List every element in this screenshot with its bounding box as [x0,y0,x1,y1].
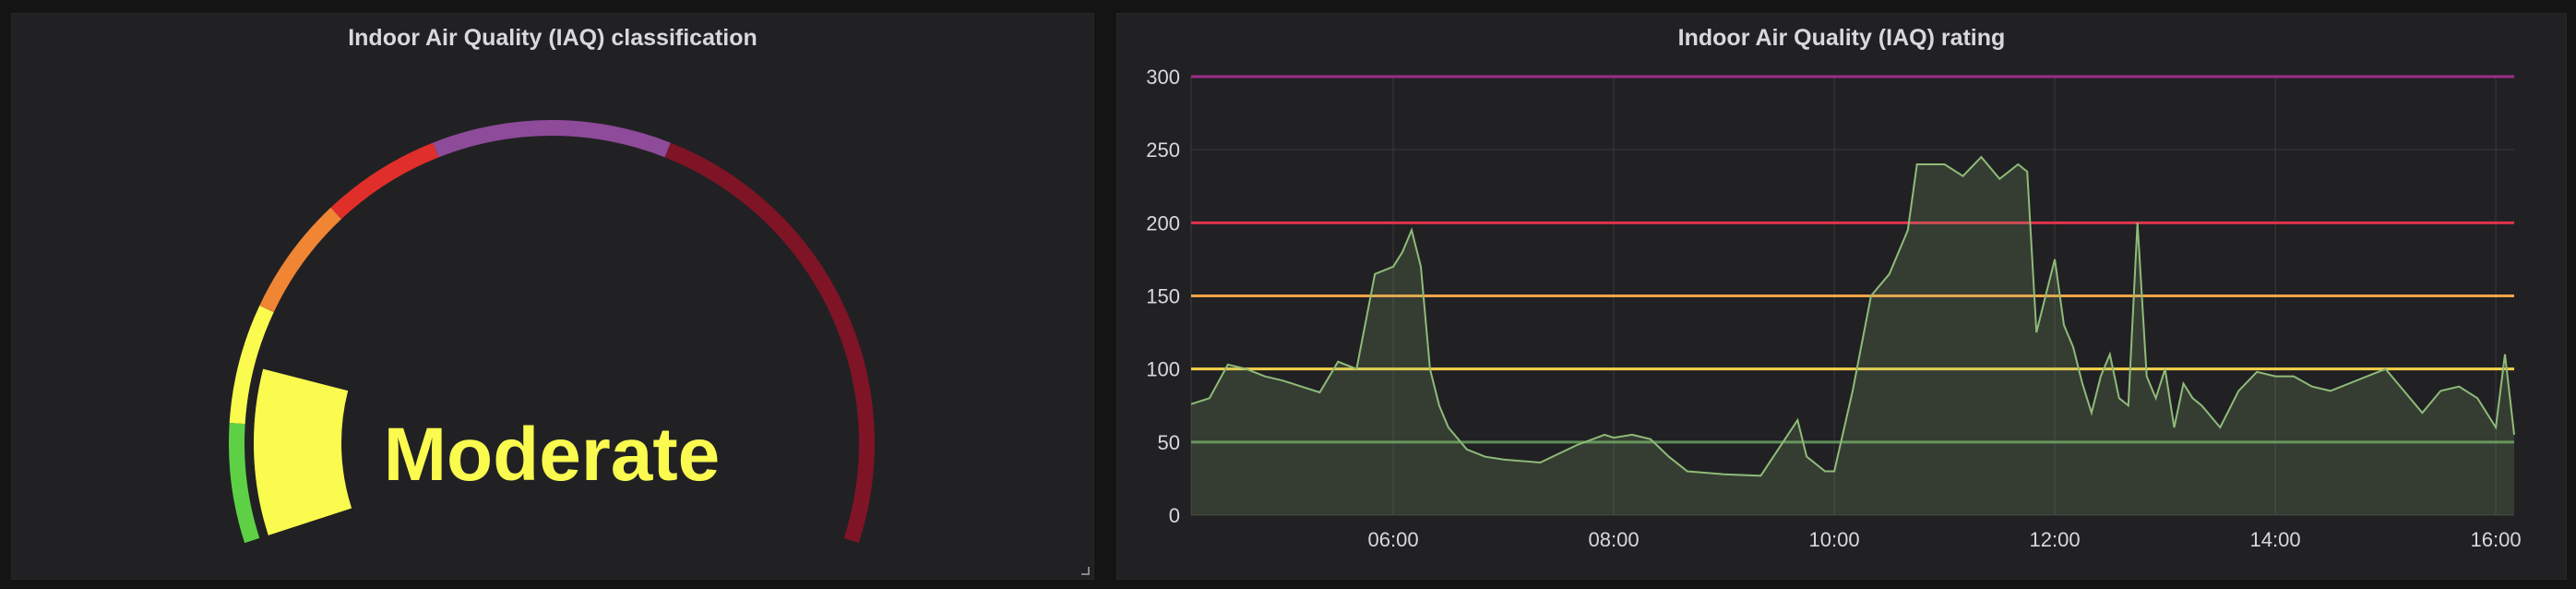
gauge-band-0 [228,423,260,544]
x-axis-ticks: 06:00 08:00 10:00 12:00 14:00 16:00 [1368,528,2522,551]
iaq-gauge: Moderate [228,120,875,544]
gauge-value-text: Moderate [384,413,721,497]
y-tick-label: 200 [1146,211,1180,234]
gauge-band-1 [229,305,274,425]
gauge-band-2 [259,207,342,313]
gauge-panel-title[interactable]: Indoor Air Quality (IAQ) classification [348,25,757,51]
x-tick-label: 08:00 [1589,528,1640,551]
y-tick-label: 50 [1158,431,1180,454]
gauge-threshold-bands [228,120,875,544]
rating-panel-title[interactable]: Indoor Air Quality (IAQ) rating [1677,25,2006,51]
y-tick-label: 100 [1146,358,1180,381]
y-tick-label: 150 [1146,285,1180,308]
resize-handle-icon[interactable] [1079,565,1091,576]
x-tick-label: 10:00 [1809,528,1860,551]
y-tick-label: 300 [1146,66,1180,89]
x-tick-label: 14:00 [2250,528,2301,551]
series-area-fill [1191,157,2514,515]
iaq-line-chart[interactable]: 0 50 100 150 200 250 300 06:00 08:00 10:00 12:00 1… [1117,14,2568,581]
y-tick-label: 250 [1146,138,1180,162]
x-tick-label: 06:00 [1368,528,1419,551]
gauge-band-4 [433,120,671,158]
gauge-panel: Indoor Air Quality (IAQ) classification … [11,13,1094,580]
gauge-value-arc [254,368,352,535]
x-tick-label: 12:00 [2030,528,2081,551]
y-axis-ticks: 0 50 100 150 200 250 300 [1146,66,1180,527]
gauge-band-3 [330,142,439,220]
threshold-lines [1191,75,2514,444]
rating-panel: Indoor Air Quality (IAQ) rating 0 50 100 15… [1116,13,2567,580]
y-tick-label: 0 [1169,504,1180,527]
x-tick-label: 16:00 [2471,528,2522,551]
series-line [1190,155,2515,477]
gauge-band-5 [664,142,875,544]
